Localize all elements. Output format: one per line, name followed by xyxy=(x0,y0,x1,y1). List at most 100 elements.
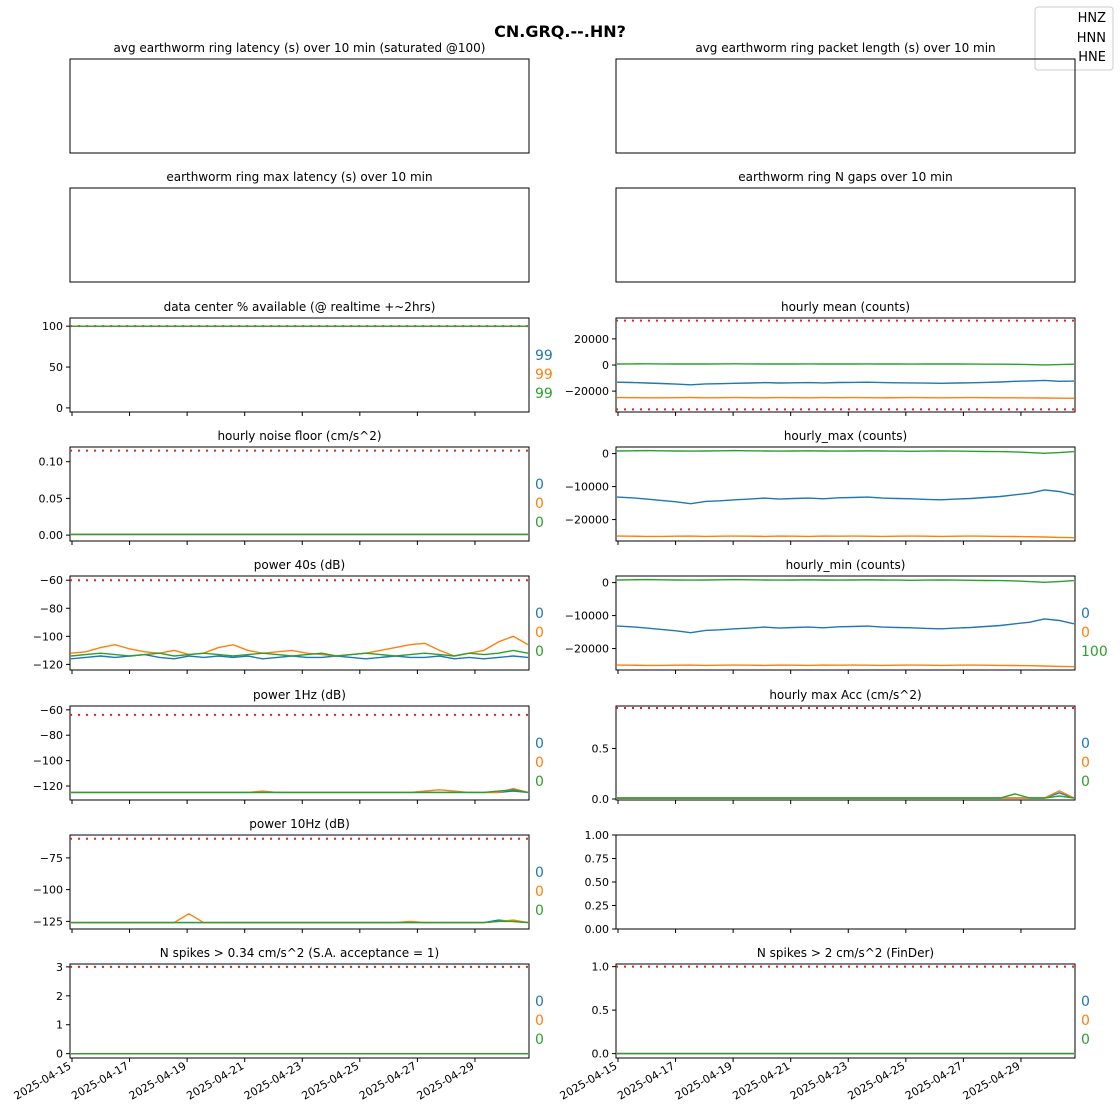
side-label-hne: 0 xyxy=(535,644,544,660)
panel-title: power 1Hz (dB) xyxy=(253,688,346,702)
series-line-hnn xyxy=(616,535,1075,539)
side-label-hne: 0 xyxy=(1081,1032,1090,1048)
panel-frame xyxy=(615,187,1076,283)
x-tick-label: 2025-04-17 xyxy=(69,1059,131,1102)
panel-frame xyxy=(69,446,530,542)
side-label-hne: 0 xyxy=(535,774,544,790)
legend-box xyxy=(1034,6,1114,71)
side-label-hnn: 0 xyxy=(535,625,544,641)
y-tick-label: 0 xyxy=(602,577,609,590)
y-tick-label: 0.50 xyxy=(585,876,610,889)
y-tick-label: 50 xyxy=(49,361,63,374)
legend-entry-hnz: HNZ xyxy=(1078,11,1107,26)
panel-frame xyxy=(615,963,1076,1059)
panel-frame xyxy=(69,575,530,671)
y-tick-label: −125 xyxy=(33,915,63,928)
y-tick-label: −10000 xyxy=(565,481,609,494)
panel-5: data center % available (@ realtime +~2h… xyxy=(42,300,553,416)
panel-title: avg earthworm ring latency (s) over 10 m… xyxy=(114,41,486,55)
panel-4: earthworm ring N gaps over 10 min xyxy=(615,170,1076,283)
panel-title: hourly_min (counts) xyxy=(786,558,906,572)
panel-title: hourly mean (counts) xyxy=(781,300,910,314)
y-tick-label: 2 xyxy=(56,990,63,1003)
panel-title: N spikes > 2 cm/s^2 (FinDer) xyxy=(757,946,934,960)
side-label-hnn: 0 xyxy=(535,1013,544,1029)
y-tick-label: −80 xyxy=(40,602,63,615)
side-label-hne: 0 xyxy=(535,515,544,531)
x-tick-label: 2025-04-19 xyxy=(127,1059,189,1102)
x-tick-label: 2025-04-23 xyxy=(242,1059,304,1102)
panel-title: power 40s (dB) xyxy=(254,558,345,572)
side-label-hne: 0 xyxy=(535,903,544,919)
panel-6: hourly mean (counts) −20000 0 20000 xyxy=(565,300,1076,416)
y-tick-label: −20000 xyxy=(565,643,609,656)
y-tick-label: 0.10 xyxy=(39,456,64,469)
y-tick-label: 1.00 xyxy=(585,829,610,842)
y-tick-label: −75 xyxy=(40,852,63,865)
figure-title: CN.GRQ.--.HN? xyxy=(494,22,626,41)
side-label-hnn: 99 xyxy=(535,367,553,383)
series-line-hnz xyxy=(616,489,1075,505)
panel-frame xyxy=(69,705,530,801)
y-tick-label: −60 xyxy=(40,704,63,717)
y-tick-label: 3 xyxy=(56,961,63,974)
x-tick-label: 2025-04-21 xyxy=(184,1059,246,1102)
legend: HNZ HNN HNE xyxy=(1034,6,1114,71)
y-tick-label: 0.5 xyxy=(592,1004,610,1017)
side-label-hnz: 0 xyxy=(535,606,544,622)
x-tick-label: 2025-04-27 xyxy=(903,1059,965,1102)
series-line-hnn xyxy=(70,635,529,657)
y-tick-label: 0.25 xyxy=(585,900,610,913)
y-tick-label: 1 xyxy=(56,1019,63,1032)
side-label-hnz: 0 xyxy=(535,736,544,752)
series-line-hne xyxy=(616,578,1075,584)
y-tick-label: 1.0 xyxy=(592,961,610,974)
panel-3: earthworm ring max latency (s) over 10 m… xyxy=(69,170,530,283)
series-line-hne xyxy=(71,789,529,794)
series-line-hnn xyxy=(616,396,1075,399)
panel-11: power 1Hz (dB) −120 −100 −80 −60 0 0 0 xyxy=(33,688,544,804)
y-tick-label: −60 xyxy=(40,574,63,587)
panel-12: hourly max Acc (cm/s^2) 0.0 0.5 0 0 0 xyxy=(592,688,1090,806)
side-label-hnn: 0 xyxy=(535,755,544,771)
y-tick-label: 20000 xyxy=(574,333,609,346)
x-tick-label: 2025-04-25 xyxy=(845,1059,907,1102)
y-tick-label: 0.00 xyxy=(39,529,64,542)
y-tick-label: 0.5 xyxy=(592,742,610,755)
side-label-hne: 100 xyxy=(1081,644,1108,660)
y-tick-label: 0.75 xyxy=(585,853,610,866)
side-label-hne: 0 xyxy=(535,1032,544,1048)
y-tick-label: −100 xyxy=(33,755,63,768)
y-tick-label: −120 xyxy=(33,658,63,671)
panel-9: power 40s (dB) −120 −100 −80 −60 0 0 0 xyxy=(33,558,544,674)
x-tick-label: 2025-04-25 xyxy=(299,1059,361,1102)
y-tick-label: 0.0 xyxy=(592,793,610,806)
x-tick-label: 2025-04-21 xyxy=(730,1059,792,1102)
side-label-hnn: 0 xyxy=(535,496,544,512)
panel-title: hourly max Acc (cm/s^2) xyxy=(769,688,921,702)
x-tick-label: 2025-04-23 xyxy=(788,1059,850,1102)
panel-16: N spikes > 2 cm/s^2 (FinDer) 0.0 0.5 1.0 202… xyxy=(558,946,1090,1103)
series-line-hnz xyxy=(616,379,1075,386)
panel-frame xyxy=(615,575,1076,671)
side-label-hnn: 0 xyxy=(1081,625,1090,641)
side-label-hnn: 0 xyxy=(1081,755,1090,771)
panel-title: N spikes > 0.34 cm/s^2 (S.A. acceptance … xyxy=(160,946,439,960)
panel-frame xyxy=(69,963,530,1059)
side-label-hne: 99 xyxy=(535,386,553,402)
panel-10: hourly_min (counts) −20000 −10000 0 0 0 100 xyxy=(565,558,1108,674)
panel-frame xyxy=(615,446,1076,542)
x-tick-label: 2025-04-17 xyxy=(615,1059,677,1102)
y-tick-label: −100 xyxy=(33,884,63,897)
y-tick-label: 0.00 xyxy=(585,923,610,936)
legend-entry-hne: HNE xyxy=(1078,50,1106,65)
side-label-hnn: 0 xyxy=(1081,1013,1090,1029)
x-tick-label: 2025-04-27 xyxy=(357,1059,419,1102)
legend-entry-hnn: HNN xyxy=(1077,31,1106,46)
y-tick-label: 0.05 xyxy=(39,492,64,505)
panel-title: hourly_max (counts) xyxy=(784,429,907,443)
x-tick-label: 2025-04-29 xyxy=(415,1059,477,1102)
panel-title: earthworm ring max latency (s) over 10 m… xyxy=(166,170,432,184)
series-line-hne xyxy=(617,793,1075,799)
